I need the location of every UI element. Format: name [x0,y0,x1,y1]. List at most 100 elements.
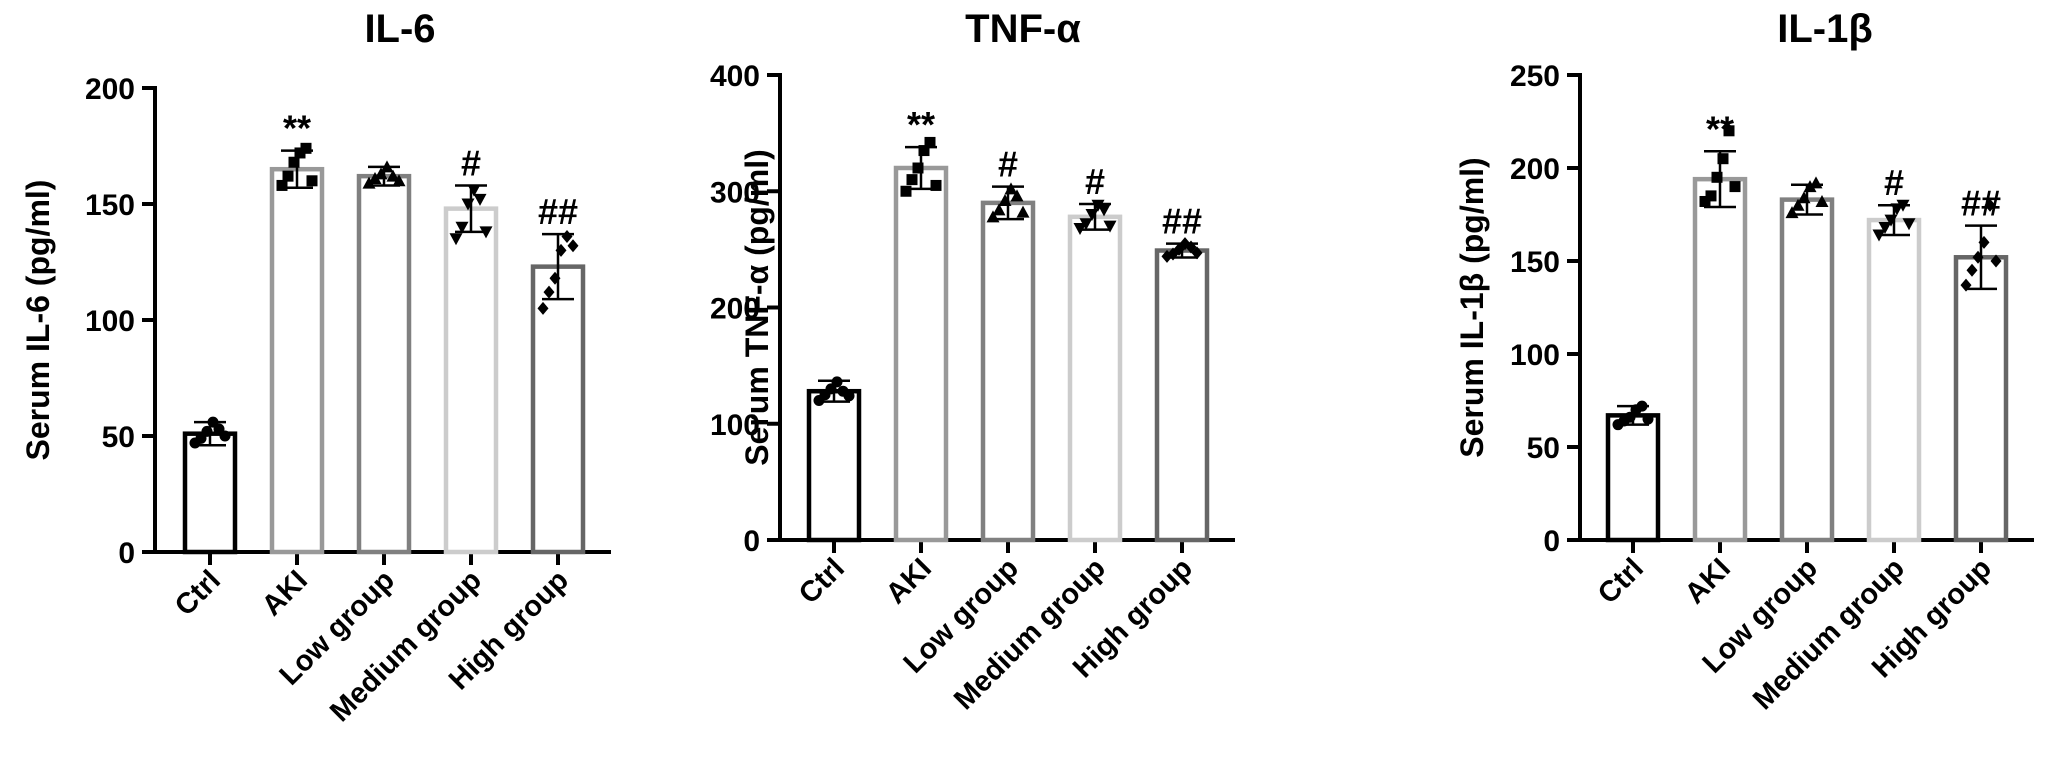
data-point [924,136,936,148]
data-point [843,390,855,402]
data-point [294,147,306,159]
data-point [912,162,924,174]
bar-low-group [980,200,1036,543]
data-point [1978,235,1990,249]
data-point [1636,400,1648,412]
data-point [386,169,400,182]
bar-high-group [1953,255,2009,543]
data-point [831,376,843,388]
bar-medium-group [1067,214,1123,543]
x-category-label: AKI [256,564,314,622]
significance-label: # [998,144,1018,185]
data-point [1785,206,1799,219]
data-point [306,175,318,187]
data-point [1966,263,1978,277]
data-point [1972,250,1984,264]
y-tick-label: 150 [1510,246,1560,279]
y-axis-label: Serum IL-6 (pg/ml) [20,180,56,461]
y-tick-label: 250 [1510,60,1560,93]
data-point [449,233,463,246]
data-point [1624,411,1636,423]
chart-title: TNF-α [965,7,1081,51]
data-point [537,301,549,315]
il1-beta-chart: IL-1β Serum IL-1β (pg/ml) 0 50 100 150 200 250 C… [1454,7,2034,716]
y-tick-label: 100 [85,305,135,338]
data-point [549,271,561,285]
y-axis-label: Serum IL-1β (pg/ml) [1454,157,1490,457]
bar-aki [893,165,949,543]
bar-ctrl [182,431,238,555]
data-point [906,174,918,186]
significance-label: ** [907,104,935,145]
y-tick-label: 200 [85,73,135,106]
data-point [455,221,469,234]
data-point [1642,413,1654,425]
data-point [392,174,406,187]
data-point [1902,218,1916,231]
y-tick-label: 400 [710,60,760,93]
data-point [1815,194,1829,207]
x-category-label: Medium group [948,552,1112,716]
y-tick-label: 50 [1527,432,1560,465]
data-point [555,243,567,257]
significance-label: # [1085,161,1105,202]
data-point [201,425,213,437]
y-tick-label: 50 [102,421,135,454]
y-tick-label: 300 [710,176,760,209]
chart-title: IL-1β [1777,7,1873,51]
data-point [567,239,579,253]
data-point [900,185,912,197]
x-category-label: Ctrl [793,552,851,610]
data-point [992,203,1006,216]
data-point [461,198,475,211]
data-point [1960,278,1972,292]
data-point [374,167,388,180]
bar-aki [269,166,325,555]
x-category-label: Ctrl [1592,552,1650,610]
bar-ctrl [1605,413,1661,543]
data-point [918,145,930,157]
y-tick-label: 0 [743,525,760,558]
data-point [479,226,493,239]
bar-medium-group [443,206,499,555]
data-point [1073,222,1087,235]
data-point [368,171,382,184]
data-point [930,179,942,191]
data-point [1191,246,1203,260]
data-point [986,210,1000,223]
data-point [362,176,376,189]
x-category-label: AKI [880,552,938,610]
data-point [473,193,487,206]
data-point [276,179,288,191]
x-category-label: AKI [1679,552,1737,610]
data-point [1699,195,1711,207]
y-tick-label: 0 [1543,525,1560,558]
data-point [1085,209,1099,221]
y-tick-label: 100 [710,409,760,442]
bar-low-group [356,173,412,555]
data-point [1091,199,1105,212]
data-point [467,184,481,197]
data-point [288,156,300,168]
il6-chart: IL-6 Serum IL-6 (pg/ml) 0 50 100 150 200 Ctrl **… [20,7,611,728]
data-point [1878,222,1892,235]
x-category-label: Medium group [324,564,488,728]
data-point [1729,181,1741,193]
y-tick-label: 0 [118,537,135,570]
bar-ctrl [806,388,862,543]
data-point [1803,180,1817,193]
significance-label: ** [1706,108,1734,149]
significance-label: ** [283,108,311,149]
significance-label: ## [1961,183,2001,224]
significance-label: # [1884,162,1904,203]
data-point [543,285,555,299]
x-category-label: Medium group [1747,552,1911,716]
data-point [1004,182,1018,195]
significance-label: # [461,142,481,183]
data-point [1016,205,1030,218]
bar-medium-group [1866,217,1922,543]
y-tick-label: 200 [1510,153,1560,186]
data-point [1097,204,1111,217]
